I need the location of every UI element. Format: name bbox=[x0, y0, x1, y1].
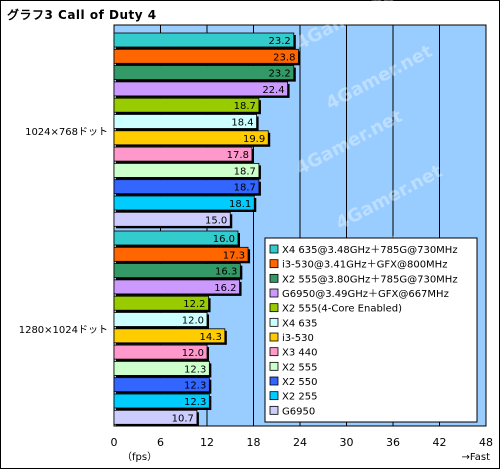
data-label: 23.2 bbox=[269, 36, 291, 47]
bar bbox=[113, 32, 295, 48]
data-label: 18.7 bbox=[234, 183, 256, 194]
bar bbox=[113, 81, 289, 97]
legend-swatch bbox=[269, 347, 279, 357]
data-label: 12.0 bbox=[182, 316, 204, 327]
data-label: 23.8 bbox=[273, 52, 295, 63]
group-label: 1024×768ドット bbox=[25, 127, 108, 138]
bar bbox=[113, 130, 269, 146]
x-tick-label: 18 bbox=[247, 436, 261, 449]
bar bbox=[113, 230, 239, 246]
legend-swatch bbox=[269, 259, 279, 269]
data-label: 12.3 bbox=[184, 397, 206, 408]
bar bbox=[113, 211, 231, 227]
data-label: 16.2 bbox=[214, 283, 236, 294]
bar bbox=[113, 48, 299, 64]
data-label: 12.3 bbox=[184, 381, 206, 392]
data-label: 18.1 bbox=[229, 199, 251, 210]
bar bbox=[113, 279, 240, 295]
legend-swatch bbox=[269, 332, 279, 342]
legend bbox=[264, 237, 478, 423]
bar bbox=[113, 65, 295, 80]
data-label: 12.0 bbox=[182, 348, 204, 359]
bar bbox=[113, 344, 208, 360]
legend-swatch bbox=[269, 288, 279, 298]
data-label: 17.3 bbox=[223, 250, 245, 261]
bar bbox=[113, 328, 226, 344]
bar bbox=[113, 162, 260, 178]
x-tick-label: 30 bbox=[340, 436, 354, 449]
data-label: 12.2 bbox=[183, 299, 205, 310]
data-label: 15.0 bbox=[205, 215, 227, 226]
legend-swatch bbox=[269, 317, 279, 327]
x-tick-label: 12 bbox=[200, 436, 214, 449]
legend-entry: X3 440 bbox=[282, 348, 317, 359]
legend-swatch bbox=[269, 303, 279, 313]
chart-title: グラフ3 Call of Duty 4 bbox=[7, 8, 157, 22]
legend-entry: i3-530@3.41GHz＋GFX@800MHz bbox=[282, 260, 447, 271]
bar bbox=[113, 393, 210, 409]
bar bbox=[113, 312, 208, 327]
bar bbox=[113, 97, 260, 113]
bar bbox=[113, 409, 198, 425]
data-label: 10.7 bbox=[172, 413, 194, 424]
data-label: 14.3 bbox=[200, 332, 222, 343]
data-label: 16.0 bbox=[213, 234, 235, 245]
legend-entry: G6950 bbox=[282, 406, 315, 417]
legend-entry: G6950@3.49GHz＋GFX@667MHz bbox=[282, 289, 449, 300]
x-axis-direction: →Fast bbox=[462, 452, 491, 463]
bar bbox=[113, 377, 210, 393]
data-label: 18.4 bbox=[231, 118, 253, 129]
data-label: 12.3 bbox=[184, 364, 206, 375]
x-tick-label: 36 bbox=[386, 436, 400, 449]
data-label: 16.3 bbox=[215, 267, 237, 278]
legend-entry: X2 555@3.80GHz＋785G@730MHz bbox=[282, 274, 458, 285]
legend-swatch bbox=[269, 273, 279, 283]
legend-entry: i3-530 bbox=[282, 333, 314, 344]
legend-entry: X4 635@3.48GHz＋785G@730MHz bbox=[282, 245, 458, 256]
bar bbox=[113, 246, 249, 262]
x-tick-label: 42 bbox=[433, 436, 447, 449]
legend-entry: X4 635 bbox=[282, 318, 317, 329]
bar bbox=[113, 263, 241, 279]
x-tick-label: 48 bbox=[479, 436, 493, 449]
legend-entry: X2 255 bbox=[282, 392, 317, 403]
x-tick-label: 24 bbox=[293, 436, 307, 449]
legend-swatch bbox=[269, 361, 279, 371]
data-label: 18.7 bbox=[234, 166, 256, 177]
data-label: 23.2 bbox=[269, 69, 291, 80]
data-label: 22.4 bbox=[262, 85, 284, 96]
bar bbox=[113, 195, 255, 211]
bar bbox=[113, 360, 210, 376]
x-tick-label: 0 bbox=[111, 436, 118, 449]
legend-swatch bbox=[269, 244, 279, 254]
x-tick-label: 6 bbox=[157, 436, 164, 449]
data-label: 19.9 bbox=[243, 134, 265, 145]
bar bbox=[113, 114, 258, 129]
x-axis-unit: （fps） bbox=[122, 451, 157, 463]
legend-entry: X2 555 bbox=[282, 362, 317, 373]
legend-entry: X2 555(4-Core Enabled) bbox=[282, 304, 402, 315]
legend-swatch bbox=[269, 405, 279, 415]
group-label: 1280×1024ドット bbox=[19, 325, 108, 336]
legend-swatch bbox=[269, 376, 279, 386]
data-label: 18.7 bbox=[234, 101, 256, 112]
bar bbox=[113, 146, 253, 162]
data-label: 17.8 bbox=[227, 150, 249, 161]
bar bbox=[113, 179, 260, 195]
legend-entry: X2 550 bbox=[282, 377, 317, 388]
legend-swatch bbox=[269, 391, 279, 401]
bar bbox=[113, 295, 209, 311]
